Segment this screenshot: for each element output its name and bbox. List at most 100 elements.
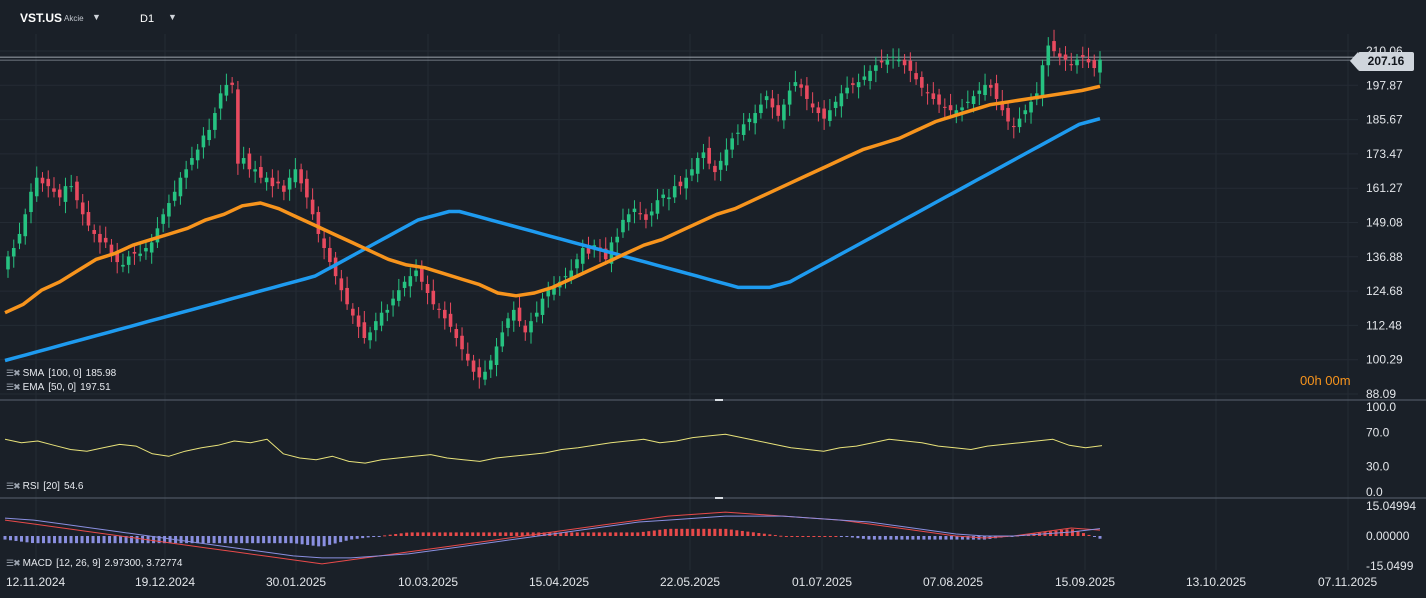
macd-histogram-bar <box>355 536 359 539</box>
macd-histogram-bar <box>212 536 216 544</box>
macd-histogram-bar <box>366 536 370 538</box>
candle-body <box>1017 118 1022 128</box>
date-axis-label: 01.07.2025 <box>792 575 852 589</box>
candle-body <box>851 83 855 85</box>
candle-body <box>707 147 711 164</box>
macd-histogram-bar <box>130 536 134 544</box>
candle-body <box>966 101 970 103</box>
candle-body <box>190 158 194 165</box>
macd-histogram-bar <box>454 532 458 536</box>
candle-body <box>270 177 275 187</box>
macd-histogram-bar <box>9 536 13 541</box>
ema-legend[interactable]: ☰✖ EMA [50, 0] 197.51 <box>6 382 111 393</box>
settings-icon[interactable]: ☰✖ <box>6 558 21 568</box>
settings-icon[interactable]: ☰✖ <box>6 382 21 392</box>
macd-histogram-bar <box>735 530 739 536</box>
macd-histogram-bar <box>960 536 964 540</box>
macd-histogram-bar <box>20 536 24 542</box>
macd-histogram-bar <box>229 536 233 544</box>
candle-body <box>1098 59 1102 73</box>
sma-legend[interactable]: ☰✖ SMA [100, 0] 185.98 <box>6 368 117 379</box>
macd-histogram-bar <box>482 532 486 536</box>
macd-histogram-bar <box>641 531 645 536</box>
macd-legend[interactable]: ☰✖ MACD [12, 26, 9] 2.97300, 3.72774 <box>6 558 183 569</box>
macd-histogram-bar <box>465 532 469 536</box>
candle-body <box>460 335 464 350</box>
macd-histogram-bar <box>372 536 376 537</box>
candle-body <box>718 160 723 170</box>
macd-histogram-bar <box>504 532 508 536</box>
candle-body <box>310 199 315 215</box>
candle-body <box>247 153 252 170</box>
macd-histogram-bar <box>762 533 766 536</box>
settings-icon[interactable]: ☰✖ <box>6 481 21 491</box>
candle-body <box>149 242 154 253</box>
panel-splitter-rsi[interactable] <box>715 399 723 401</box>
candle-body <box>810 103 815 108</box>
candle-body <box>747 118 752 123</box>
macd-histogram-bar <box>592 532 596 536</box>
candle-body <box>575 259 579 269</box>
candle-body <box>586 248 591 254</box>
candle-body <box>741 124 746 135</box>
macd-histogram-bar <box>388 534 392 536</box>
moving-average-lines <box>4 84 1101 363</box>
candle-body <box>98 233 102 243</box>
macd-histogram-bar <box>938 536 942 540</box>
candle-body <box>632 208 637 213</box>
candle-body <box>391 298 395 306</box>
rsi-axis-label: 30.0 <box>1366 460 1390 474</box>
macd-axis-label: -15.0499 <box>1366 559 1414 573</box>
candle-body <box>920 77 924 88</box>
candle-body <box>845 87 849 94</box>
rsi-legend[interactable]: ☰✖ RSI [20] 54.6 <box>6 481 84 492</box>
candle-body <box>264 177 269 183</box>
candle-body <box>793 82 798 87</box>
macd-histogram-bar <box>526 532 530 536</box>
macd-histogram-bar <box>399 533 403 536</box>
settings-icon[interactable]: ☰✖ <box>6 368 21 378</box>
candle-body <box>23 214 28 237</box>
macd-histogram-bar <box>289 536 293 544</box>
candle-body <box>201 135 206 148</box>
symbol-name[interactable]: VST.US <box>20 11 63 25</box>
macd-histogram-bar <box>878 536 882 540</box>
macd-histogram-bar <box>691 528 695 536</box>
macd-histogram-bar <box>36 536 40 544</box>
candle-body <box>494 346 499 366</box>
macd-histogram-bar <box>812 536 816 537</box>
candle-body <box>69 186 74 188</box>
timeframe-dropdown-icon[interactable]: ▼ <box>168 12 177 22</box>
macd-histogram-bar <box>119 536 123 544</box>
candle-body <box>46 178 51 187</box>
date-axis-label: 07.11.2025 <box>1318 575 1377 589</box>
macd-histogram-bar <box>581 532 585 536</box>
macd-histogram-bar <box>58 536 62 544</box>
candle-body <box>92 230 97 234</box>
candle-body <box>80 202 85 215</box>
macd-axis-label: 15.04994 <box>1366 499 1416 513</box>
macd-histogram-bar <box>97 536 101 544</box>
macd-histogram-bar <box>427 532 431 536</box>
candle-body <box>908 60 913 71</box>
macd-histogram-bar <box>559 532 563 536</box>
candle-body <box>638 213 643 215</box>
candle-body <box>1075 59 1079 66</box>
candle-body <box>454 329 459 339</box>
symbol-dropdown-icon[interactable]: ▼ <box>92 12 101 22</box>
macd-histogram-bar <box>542 532 546 536</box>
candle-body <box>184 169 188 178</box>
macd-histogram-bar <box>834 536 838 537</box>
candle-body <box>994 83 999 99</box>
macd-histogram-bar <box>669 528 673 536</box>
macd-histogram-bar <box>768 534 772 536</box>
panel-splitter-macd[interactable] <box>715 497 723 499</box>
macd-histogram-bar <box>625 532 629 536</box>
macd-histogram-bar <box>267 536 271 544</box>
macd-histogram-bar <box>696 528 700 536</box>
candle-body <box>770 98 775 108</box>
timeframe-selector[interactable]: D1 <box>140 13 155 25</box>
candle-body <box>736 132 740 134</box>
macd-histogram-bar <box>179 536 183 544</box>
